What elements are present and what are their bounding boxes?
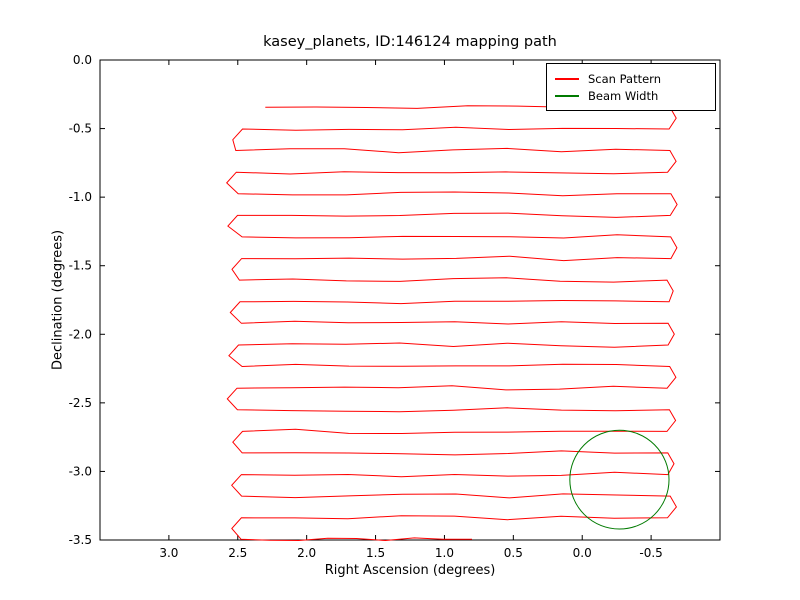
legend-label-scan-pattern: Scan Pattern (588, 71, 661, 86)
x-tick-label: 0.5 (504, 546, 523, 560)
y-tick-label: -1.0 (69, 190, 92, 204)
y-tick-label: -0.5 (69, 122, 92, 136)
chart-title: kasey_planets, ID:146124 mapping path (263, 34, 557, 50)
x-axis-label: Right Ascension (degrees) (324, 563, 496, 578)
legend: Scan Pattern Beam Width (546, 63, 716, 111)
x-tick-label: 3.0 (159, 546, 178, 560)
y-axis-label: Declination (degrees) (50, 229, 66, 371)
beam-width-line-swatch (555, 94, 579, 97)
legend-label-beam-width: Beam Width (588, 88, 659, 103)
x-tick-label: 1.0 (435, 546, 454, 560)
beam-width-circle (569, 429, 670, 530)
y-tick-label: -1.5 (69, 259, 92, 273)
axes-box (99, 59, 721, 541)
y-tick-label: -2.5 (69, 396, 92, 410)
scan-pattern-line-swatch (555, 77, 579, 80)
y-tick-label: -3.5 (69, 533, 92, 547)
x-tick-label: 0.0 (573, 546, 592, 560)
y-tick-label: 0.0 (73, 53, 92, 67)
x-tick-label: 2.0 (297, 546, 316, 560)
x-tick-label: 2.5 (228, 546, 247, 560)
y-tick-label: -3.0 (69, 464, 92, 478)
scan-pattern-path (226, 105, 678, 542)
legend-entry-beam-width: Beam Width (555, 87, 707, 104)
x-tick-label: 1.5 (366, 546, 385, 560)
y-tick-label: -2.0 (69, 327, 92, 341)
legend-entry-scan-pattern: Scan Pattern (555, 70, 707, 87)
x-tick-label: -0.5 (639, 546, 662, 560)
